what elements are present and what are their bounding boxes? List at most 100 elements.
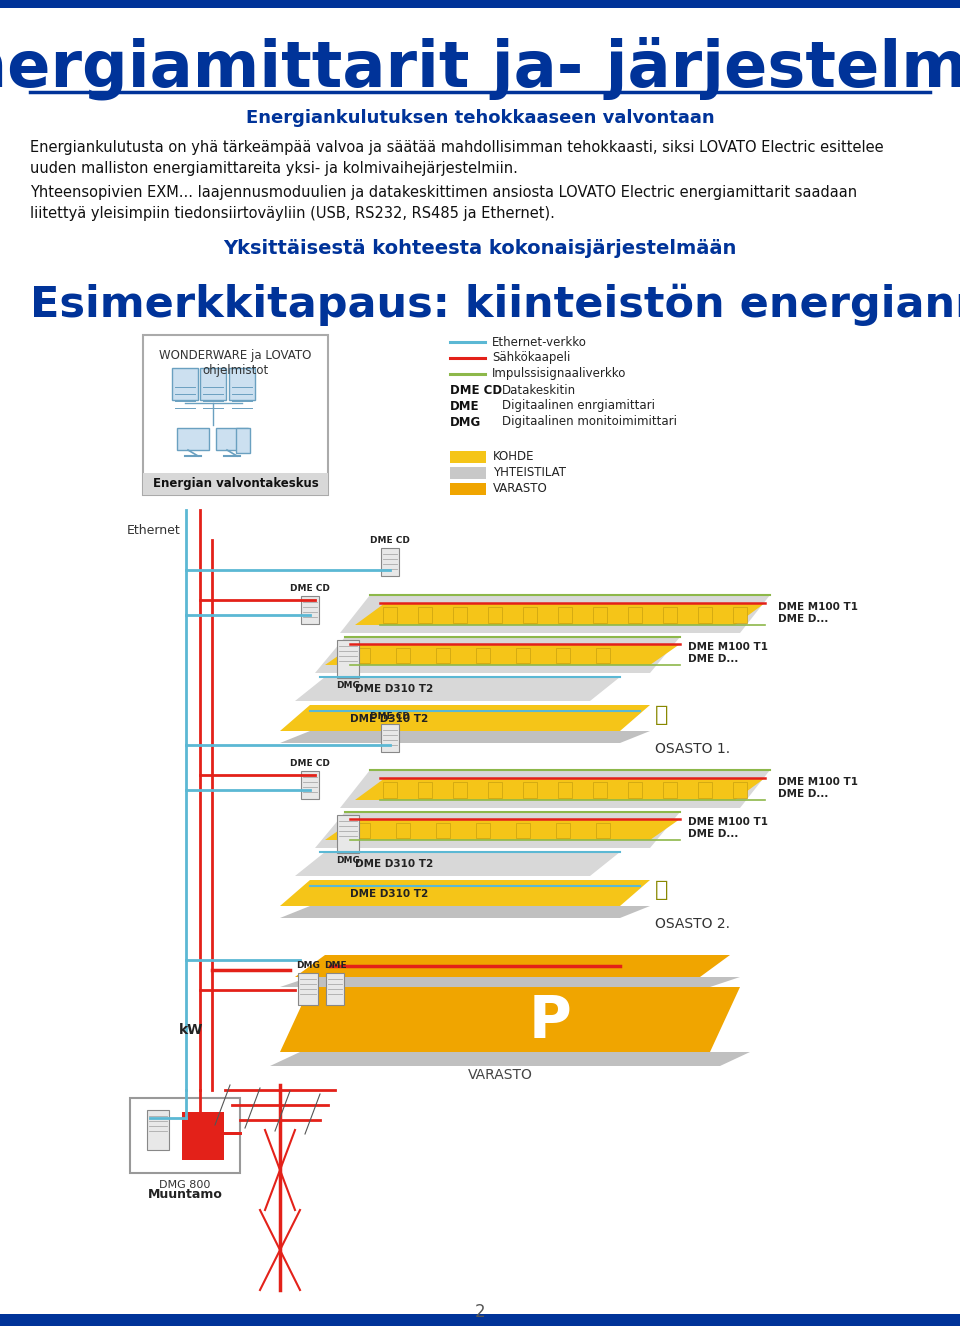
Polygon shape [355,603,765,625]
Polygon shape [340,595,770,633]
Bar [143,473,328,495]
Bar [301,770,319,800]
Bar [381,724,399,752]
Bar [450,451,486,463]
Text: 2: 2 [474,1303,486,1321]
Text: OSASTO 2.: OSASTO 2. [655,918,730,931]
Bar [200,369,226,400]
Bar [556,648,569,663]
Text: Energiankulutuksen tehokkaaseen valvontaan: Energiankulutuksen tehokkaaseen valvonta… [246,109,714,127]
Text: Datakeskitin: Datakeskitin [502,383,576,396]
Polygon shape [325,819,680,839]
Bar [698,782,712,798]
Bar [436,823,449,838]
Bar [453,607,468,623]
Bar [556,823,569,838]
Bar [733,782,747,798]
Text: DME M100 T1: DME M100 T1 [778,777,858,788]
Bar [488,607,502,623]
Polygon shape [295,955,730,977]
Text: DME D...: DME D... [778,789,828,800]
Bar [558,607,572,623]
Bar [355,823,370,838]
Text: 🛒: 🛒 [655,880,668,900]
Bar [236,428,250,453]
Bar [326,973,344,1005]
Bar [147,1110,169,1150]
Text: DME D310 T2: DME D310 T2 [355,684,433,693]
Bar [628,607,642,623]
Bar [383,782,397,798]
Bar [419,607,432,623]
Bar [216,428,248,450]
Bar [182,1113,224,1160]
Bar [0,0,960,8]
Text: DMG: DMG [336,682,360,690]
Text: DME CD: DME CD [450,383,502,396]
Bar [523,607,537,623]
Polygon shape [270,1052,750,1066]
Polygon shape [295,678,620,701]
Text: DME M100 T1: DME M100 T1 [778,602,858,613]
Bar [396,823,410,838]
Text: DME: DME [324,961,347,971]
Polygon shape [280,705,650,731]
Bar [523,782,537,798]
Text: DME CD: DME CD [290,583,330,593]
Text: Ethernet-verkko: Ethernet-verkko [492,335,587,349]
Text: VARASTO: VARASTO [493,483,548,496]
Text: DME: DME [450,399,479,412]
Polygon shape [280,906,650,918]
Bar [355,648,370,663]
Text: DME M100 T1: DME M100 T1 [688,642,768,652]
Bar [172,369,198,400]
Text: Yhteensopivien EXM... laajennusmoduulien ja datakeskittimen ansiosta LOVATO Elec: Yhteensopivien EXM... laajennusmoduulien… [30,186,857,221]
Text: KOHDE: KOHDE [493,451,535,464]
Bar [301,595,319,625]
Text: Digitaalinen monitoimimittari: Digitaalinen monitoimimittari [502,415,677,428]
Text: WONDERWARE ja LOVATO
ohjelmistot: WONDERWARE ja LOVATO ohjelmistot [159,349,312,377]
Polygon shape [355,778,765,800]
Bar [558,782,572,798]
Bar [475,823,490,838]
Bar [595,823,610,838]
Bar [595,648,610,663]
Text: DME CD: DME CD [370,536,410,545]
Bar [453,782,468,798]
Bar [733,607,747,623]
Text: DME D...: DME D... [688,829,738,839]
Bar [516,648,530,663]
Bar [663,782,677,798]
Text: Sähkökaapeli: Sähkökaapeli [492,351,570,365]
Bar [593,782,607,798]
Text: DME D310 T2: DME D310 T2 [350,888,428,899]
Bar [396,648,410,663]
Bar [177,428,209,450]
Text: Esimerkkitapaus: kiinteistön energianmittaus: Esimerkkitapaus: kiinteistön energianmit… [30,284,960,326]
Polygon shape [325,644,680,666]
Text: Impulssisignaaliverkko: Impulssisignaaliverkko [492,367,626,381]
Text: Muuntamo: Muuntamo [148,1188,223,1201]
Bar [475,648,490,663]
Bar [298,973,318,1005]
Bar [663,607,677,623]
Text: DMG: DMG [450,415,481,428]
Text: Ethernet: Ethernet [128,524,181,537]
Bar [130,1098,240,1174]
Bar [450,483,486,495]
Bar [436,648,449,663]
Text: Energian valvontakeskus: Energian valvontakeskus [153,477,319,491]
Polygon shape [280,977,740,987]
Bar [381,548,399,575]
Polygon shape [280,880,650,906]
Bar [383,607,397,623]
Bar [450,467,486,479]
Text: DME D...: DME D... [778,614,828,625]
Text: DME CD: DME CD [290,758,330,768]
Bar [698,607,712,623]
Text: DME D310 T2: DME D310 T2 [355,859,433,869]
Text: Yksittäisestä kohteesta kokonaisjärjestelmään: Yksittäisestä kohteesta kokonaisjärjeste… [224,239,736,257]
Bar [593,607,607,623]
Bar [419,782,432,798]
Bar [143,335,328,495]
